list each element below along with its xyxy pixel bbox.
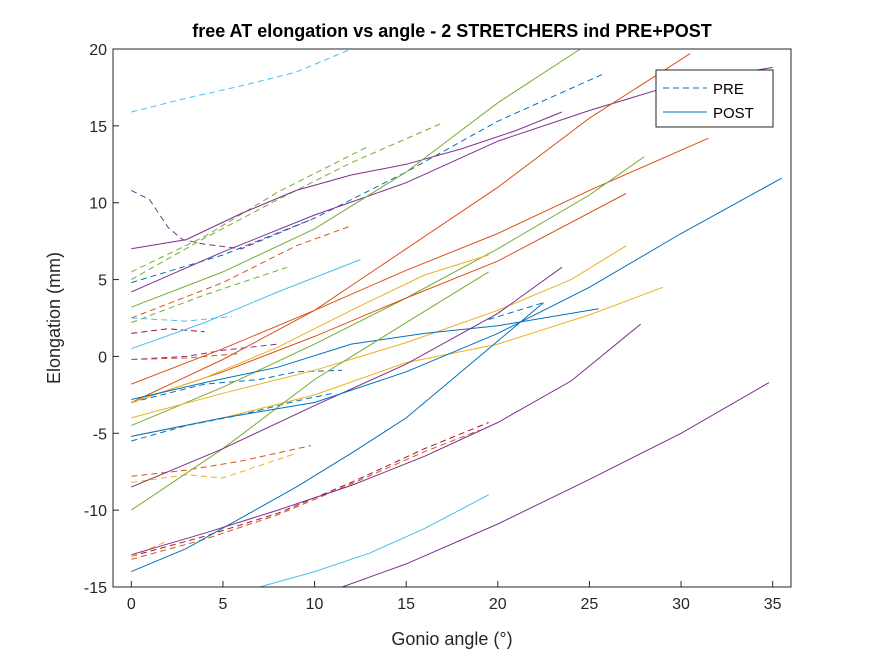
y-tick-label: -5	[93, 426, 107, 443]
series-line-pre-0	[131, 48, 352, 113]
series-line-post-30	[131, 308, 599, 400]
y-tick-label: 20	[89, 42, 107, 59]
series-line-pre-4	[131, 73, 605, 284]
series-line-pre-7	[131, 316, 233, 322]
series-line-post-28	[131, 245, 627, 419]
series-line-post-23	[131, 137, 709, 385]
series-line-post-34	[131, 302, 544, 573]
y-tick-label: -15	[84, 580, 107, 597]
series-line-post-32	[131, 266, 563, 488]
x-tick-label: 30	[672, 596, 690, 613]
x-tick-label: 10	[306, 596, 324, 613]
series-line-pre-8	[131, 328, 205, 334]
legend-post-label: POST	[713, 105, 754, 122]
x-axis-ticks: 0 5 10 15 20 25 30 35	[127, 581, 782, 613]
series-line-post-21	[131, 48, 581, 308]
series-line-post-26	[131, 259, 361, 350]
series-line-pre-1	[131, 189, 315, 250]
series-line-post-36	[259, 494, 489, 588]
y-tick-label: 10	[89, 196, 107, 213]
series-line-pre-15	[131, 422, 489, 557]
series-line-post-27	[131, 254, 489, 403]
series-line-post-37	[341, 382, 770, 588]
legend: PRE POST	[655, 69, 774, 128]
series-line-post-19	[131, 111, 563, 250]
series-line-pre-3	[131, 122, 443, 281]
x-tick-label: 20	[489, 596, 507, 613]
y-tick-label: 0	[98, 349, 107, 366]
x-tick-label: 5	[218, 596, 227, 613]
legend-box	[655, 69, 774, 128]
series-line-post-22	[131, 53, 691, 403]
series-line-post-35	[131, 323, 642, 556]
series-line-post-29	[131, 286, 663, 437]
axes-box	[112, 48, 792, 588]
chart-title: free AT elongation vs angle - 2 STRETCHE…	[192, 21, 712, 41]
series-line-pre-12	[131, 392, 334, 442]
y-axis-ticks: -15 -10 -5 0 5 10 15 20	[84, 42, 119, 597]
series-line-pre-10	[131, 352, 242, 360]
x-axis-label: Gonio angle (°)	[391, 629, 512, 649]
series-line-pre-13	[131, 445, 312, 477]
series-line-pre-2	[131, 145, 370, 273]
series-line-post-25	[131, 193, 627, 403]
y-tick-label: 15	[89, 119, 107, 136]
series-line-pre-17	[131, 429, 480, 560]
series-line-pre-9	[131, 343, 278, 360]
series-line-post-33	[131, 177, 783, 437]
series-line-post-31	[131, 271, 489, 511]
series-line-pre-5	[131, 225, 352, 319]
x-tick-label: 35	[764, 596, 782, 613]
y-tick-label: -10	[84, 503, 107, 520]
series-line-pre-14	[131, 452, 297, 483]
y-axis-label: Elongation (mm)	[44, 252, 64, 384]
x-tick-label: 15	[397, 596, 415, 613]
y-tick-label: 5	[98, 273, 107, 290]
x-tick-label: 25	[581, 596, 599, 613]
series-line-pre-16	[131, 540, 169, 557]
x-tick-label: 0	[127, 596, 136, 613]
plot-series-group	[131, 48, 783, 588]
series-line-post-24	[131, 156, 645, 427]
legend-pre-label: PRE	[713, 81, 744, 98]
